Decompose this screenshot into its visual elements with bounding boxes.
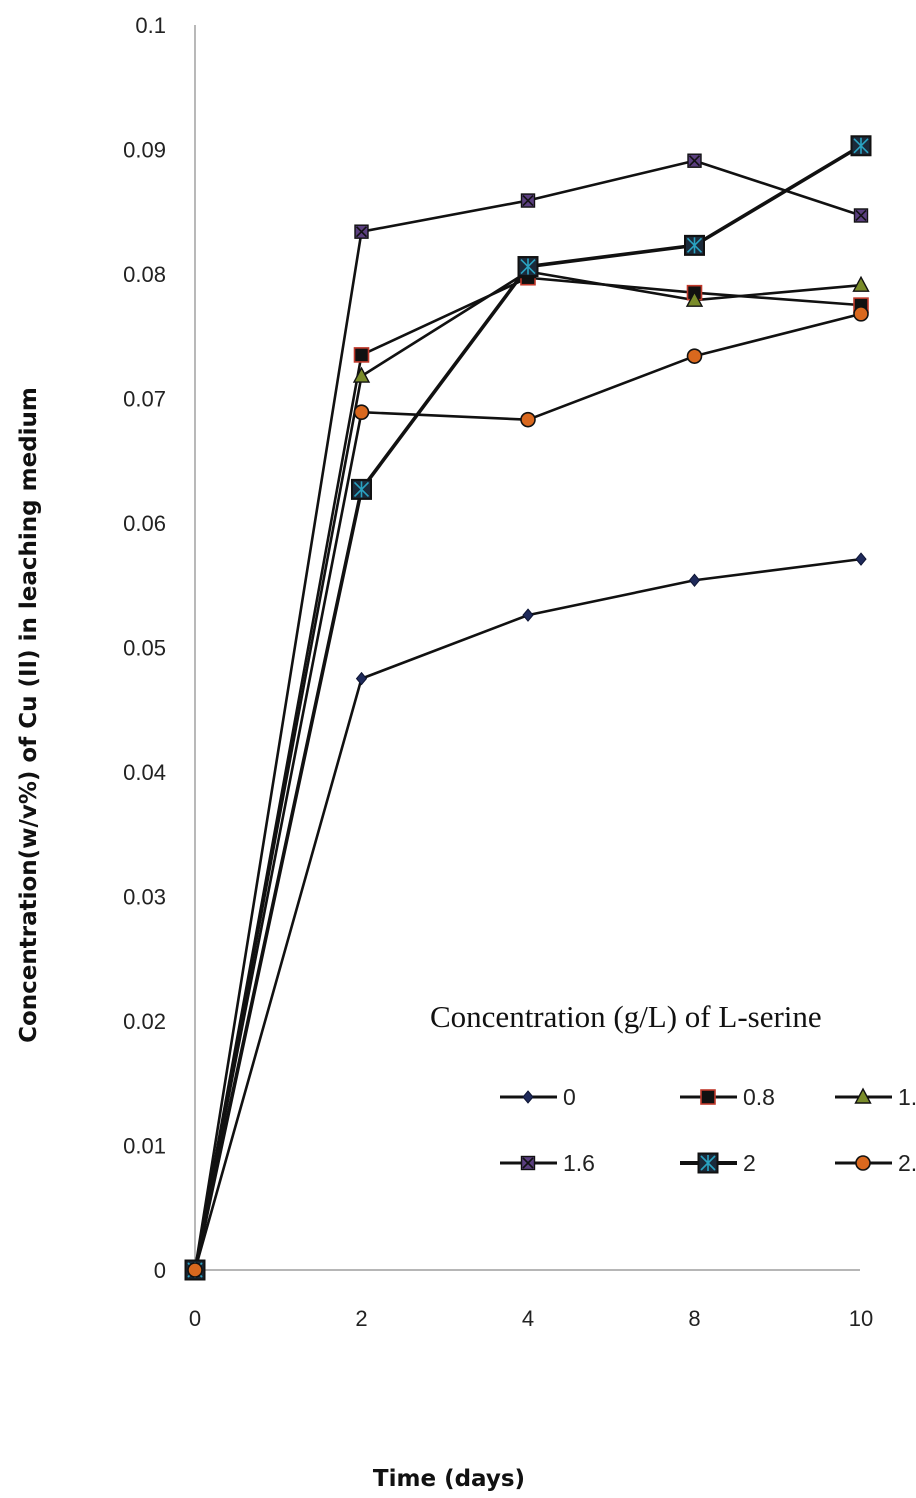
x-ticks: 0 2 4 8 10 [189,1306,873,1331]
x-tick-label: 0 [189,1306,201,1331]
x-tick-label: 8 [688,1306,700,1331]
data-point-0 [522,608,534,622]
data-point-0 [355,671,368,686]
y-tick-label: 0 [154,1258,166,1283]
x-axis-title: Time (days) [373,1466,525,1492]
data-point-1-6 [354,224,369,239]
y-tick-label: 0.01 [123,1134,166,1159]
y-axis-title: Concentration(w/v%) of Cu (II) in leachi… [16,387,42,1043]
data-point-1-2 [352,366,371,383]
data-point-1-2 [685,290,704,307]
legend-item-1-2: 1.2 [835,1084,916,1110]
data-point-2-4 [520,411,536,428]
data-point-2 [517,256,539,278]
legend-marker [700,1089,716,1105]
legend-marker [855,1155,871,1171]
legend-label: 1.6 [563,1150,595,1176]
legend-marker [522,1090,534,1104]
data-point-0 [688,573,701,588]
x-tick-label: 2 [355,1306,367,1331]
y-tick-label: 0.03 [123,885,166,910]
data-point-2 [850,135,872,157]
legend-item-1-6: 1.6 [500,1150,595,1176]
legend-label: 2.4 [898,1150,916,1176]
data-point-0 [855,552,867,566]
axes [194,25,860,1271]
legend-title: Concentration (g/L) of L-serine [430,999,822,1034]
data-point-2-4 [187,1262,203,1278]
data-point-2-4 [686,348,703,364]
legend-item-2: 2 [680,1150,756,1176]
legend-marker [854,1087,872,1104]
data-point-2-4 [353,404,370,420]
x-tick-label: 10 [849,1306,873,1331]
legend: Concentration (g/L) of L-serine 0 0.8 1.2 1… [430,999,916,1176]
legend-item-0-8: 0.8 [680,1084,775,1110]
y-tick-label: 0.08 [123,262,166,287]
legend-item-2-4: 2.4 [835,1150,916,1176]
data-point-1-6 [853,208,869,223]
data-point-2 [684,234,705,256]
legend-label: 0 [563,1084,576,1110]
y-ticks: 0 0.01 0.02 0.03 0.04 0.05 0.06 0.07 0.08 0.09 0.1 [123,13,166,1283]
y-tick-label: 0.04 [123,760,166,785]
legend-marker [697,1152,719,1174]
series-layer [184,135,872,1281]
y-tick-label: 0.05 [123,636,166,661]
y-tick-label: 0.02 [123,1009,166,1034]
legend-label: 1.2 [898,1084,916,1110]
y-tick-label: 0.07 [123,387,166,412]
series-line-2-4 [193,312,862,1271]
data-point-2 [351,478,372,500]
y-tick-label: 0.06 [123,511,166,536]
data-point-2-4 [853,306,869,322]
data-point-0-8 [353,347,370,363]
legend-marker [520,1155,536,1171]
y-tick-label: 0.1 [135,13,166,38]
legend-label: 2 [743,1150,756,1176]
y-tick-label: 0.09 [123,138,166,163]
data-point-1-2 [852,275,870,292]
x-tick-label: 4 [522,1306,534,1331]
legend-item-0: 0 [500,1084,576,1110]
legend-label: 0.8 [743,1084,775,1110]
data-point-1-6 [520,193,536,208]
data-point-1-6 [687,153,702,168]
